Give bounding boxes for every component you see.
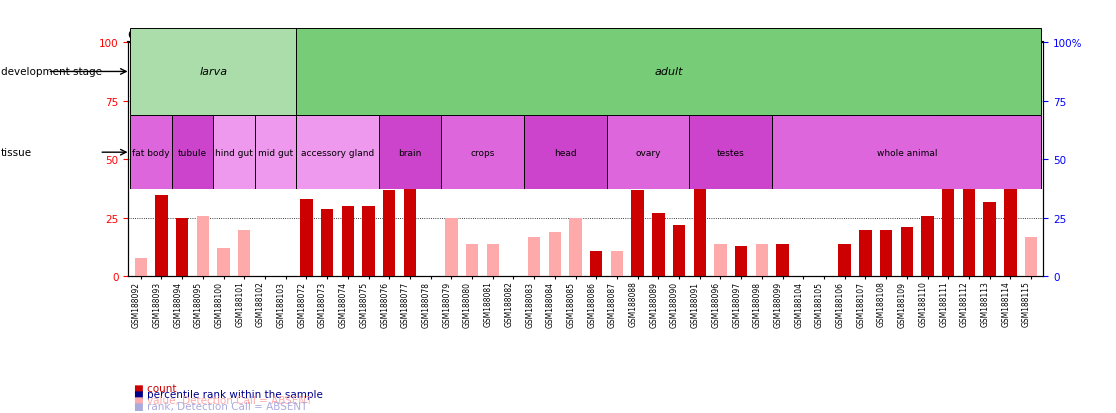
Bar <box>487 244 499 277</box>
Text: development stage: development stage <box>1 67 103 77</box>
Text: fat body: fat body <box>133 148 170 157</box>
Text: testes: testes <box>716 148 744 157</box>
Bar <box>1004 179 1017 277</box>
Bar <box>378 116 441 190</box>
Text: ■ percentile rank within the sample: ■ percentile rank within the sample <box>134 389 323 399</box>
Bar <box>673 225 685 277</box>
Text: adult: adult <box>654 67 683 77</box>
Bar <box>983 202 995 277</box>
Bar <box>176 218 189 277</box>
Text: tissue: tissue <box>1 148 32 158</box>
Bar <box>652 214 664 277</box>
Text: GDS2784 / 1630670_at: GDS2784 / 1630670_at <box>128 28 275 41</box>
Bar <box>383 190 395 277</box>
Text: crops: crops <box>470 148 494 157</box>
Bar <box>441 116 523 190</box>
Bar <box>922 216 934 277</box>
Bar <box>131 29 296 116</box>
Bar <box>131 116 172 190</box>
Bar <box>445 218 458 277</box>
Bar <box>404 188 416 277</box>
Bar <box>296 116 378 190</box>
Bar <box>569 218 581 277</box>
Bar <box>693 160 706 277</box>
Bar <box>610 251 623 277</box>
Bar <box>341 206 354 277</box>
Bar <box>213 116 254 190</box>
Text: accessory gland: accessory gland <box>301 148 374 157</box>
Text: whole animal: whole animal <box>876 148 937 157</box>
Bar <box>528 237 540 277</box>
Text: larva: larva <box>199 67 228 77</box>
Bar <box>963 137 975 277</box>
Bar <box>254 116 296 190</box>
Bar <box>690 116 772 190</box>
Text: ■ value, Detection Call = ABSENT: ■ value, Detection Call = ABSENT <box>134 395 312 405</box>
Text: mid gut: mid gut <box>258 148 292 157</box>
Bar <box>777 244 789 277</box>
Text: ■ rank, Detection Call = ABSENT: ■ rank, Detection Call = ABSENT <box>134 401 307 411</box>
Bar <box>296 29 1041 116</box>
Text: ■ count: ■ count <box>134 383 176 393</box>
Bar <box>735 247 748 277</box>
Bar <box>1024 237 1037 277</box>
Bar <box>172 116 213 190</box>
Bar <box>218 249 230 277</box>
Bar <box>321 209 334 277</box>
Bar <box>632 190 644 277</box>
Text: head: head <box>554 148 577 157</box>
Bar <box>196 216 209 277</box>
Bar <box>859 230 872 277</box>
Bar <box>590 251 603 277</box>
Bar <box>607 116 690 190</box>
Bar <box>772 116 1041 190</box>
Text: tubule: tubule <box>177 148 208 157</box>
Bar <box>300 200 312 277</box>
Text: ovary: ovary <box>635 148 661 157</box>
Bar <box>155 195 167 277</box>
Bar <box>363 206 375 277</box>
Bar <box>135 258 147 277</box>
Bar <box>465 244 479 277</box>
Bar <box>523 116 607 190</box>
Bar <box>838 244 850 277</box>
Bar <box>549 233 561 277</box>
Bar <box>714 244 727 277</box>
Text: hind gut: hind gut <box>215 148 253 157</box>
Bar <box>879 230 893 277</box>
Bar <box>942 83 954 277</box>
Bar <box>238 230 250 277</box>
Text: brain: brain <box>398 148 422 157</box>
Bar <box>901 228 913 277</box>
Bar <box>756 244 768 277</box>
